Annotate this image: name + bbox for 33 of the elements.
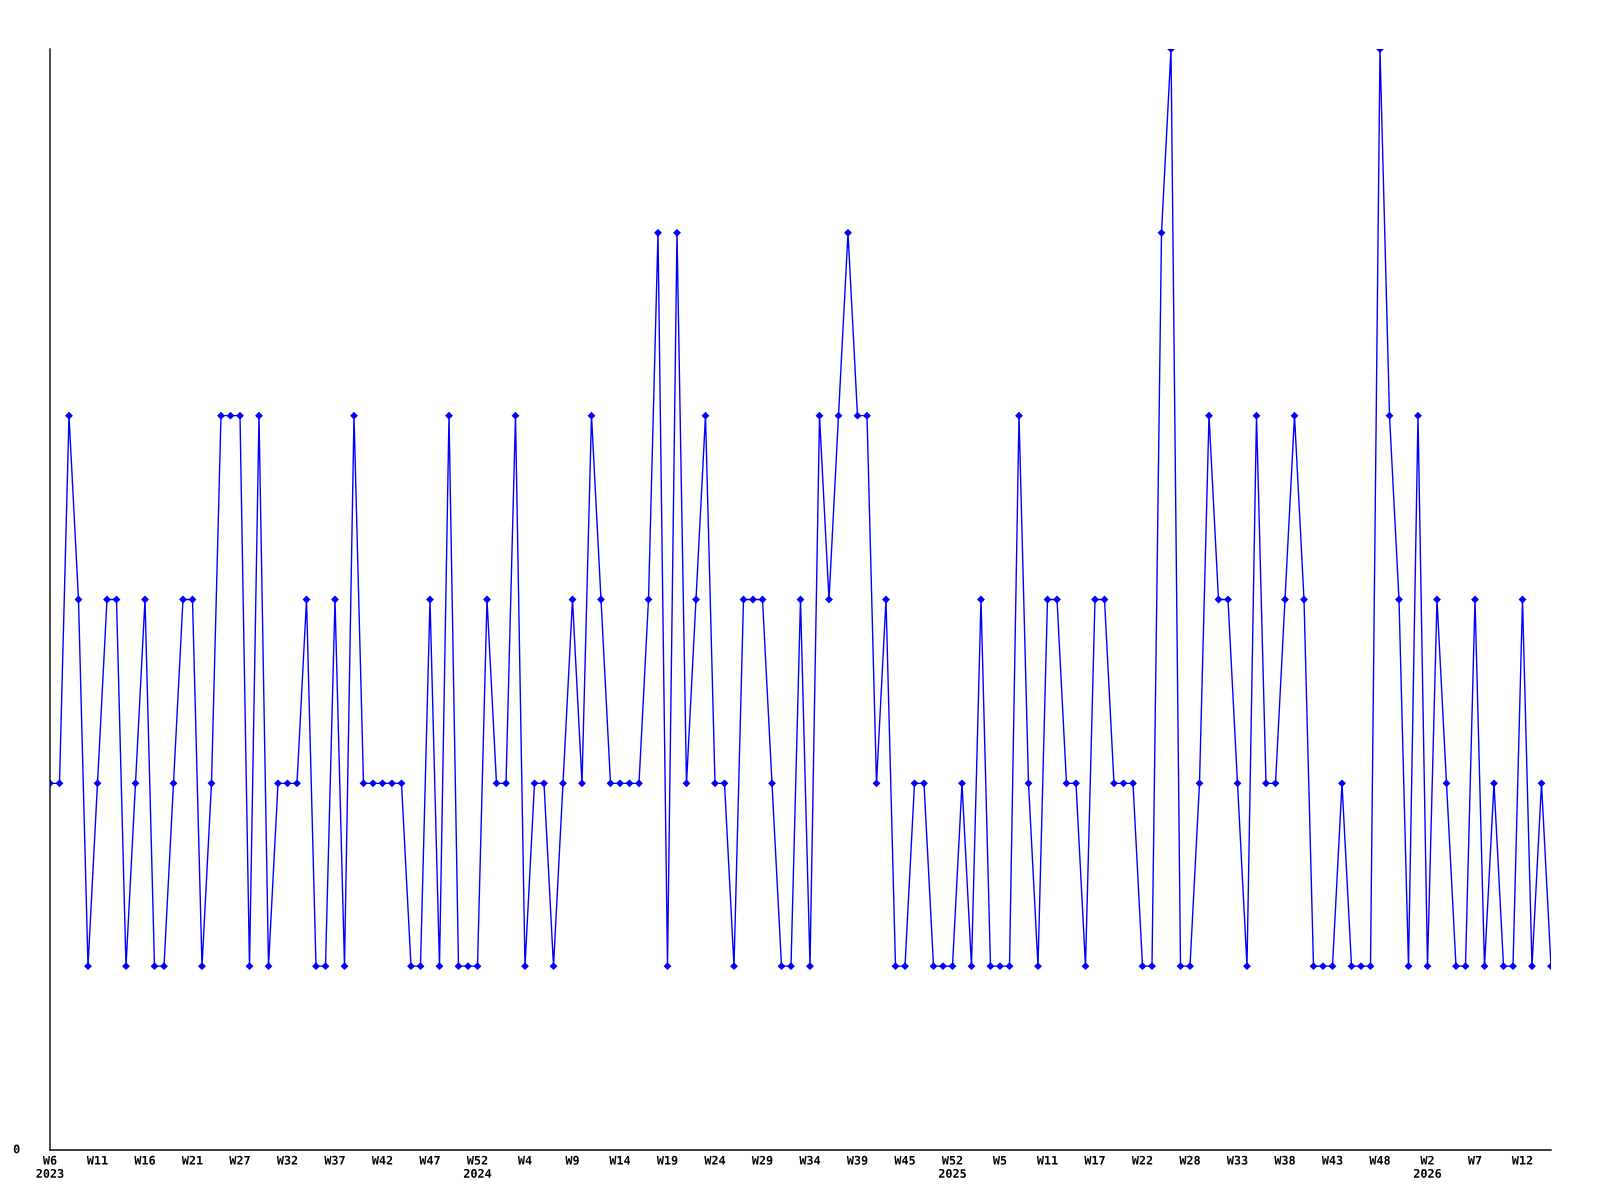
x-tick-label: W43 [1321, 1155, 1343, 1165]
x-tick-label: W29 [751, 1155, 773, 1165]
x-tick-label: W2 2026 [1413, 1155, 1442, 1178]
x-tick-label: W32 [276, 1155, 298, 1165]
x-tick-label: W47 [419, 1155, 440, 1165]
x-tick-label: W16 [134, 1155, 156, 1165]
x-tick-label: W28 [1179, 1155, 1200, 1165]
x-tick-label: W5 [992, 1155, 1007, 1165]
x-tick-label: W12 [1511, 1155, 1533, 1165]
x-tick-label: W11 [86, 1155, 108, 1165]
x-tick-label: W19 [656, 1155, 678, 1165]
x-tick-label: W4 [517, 1155, 532, 1165]
x-tick-label: W52 2024 [463, 1155, 492, 1178]
x-tick-label: W42 [371, 1155, 393, 1165]
x-tick-label: W21 [181, 1155, 203, 1165]
x-tick-label: W24 [704, 1155, 726, 1165]
x-tick-label: W14 [609, 1155, 631, 1165]
x-tick-label: W45 [894, 1155, 915, 1165]
x-tick-label: W34 [799, 1155, 821, 1165]
x-tick-label: W22 [1131, 1155, 1153, 1165]
x-tick-label: W39 [846, 1155, 868, 1165]
x-tick-label: W33 [1226, 1155, 1248, 1165]
x-tick-label: W38 [1274, 1155, 1295, 1165]
x-tick-label: W37 [324, 1155, 345, 1165]
x-tick-label: W11 [1036, 1155, 1058, 1165]
x-tick-label: W6 2023 [36, 1155, 64, 1178]
x-tick-label: W9 [565, 1155, 579, 1165]
x-tick-label: W17 [1084, 1155, 1105, 1165]
x-tick-label: W48 [1369, 1155, 1390, 1165]
x-tick-label: W7 [1467, 1155, 1482, 1165]
text: 0 [13, 1144, 20, 1154]
x-tick-label: W27 [229, 1155, 250, 1165]
x-tick-label: W52 2025 [938, 1155, 966, 1178]
